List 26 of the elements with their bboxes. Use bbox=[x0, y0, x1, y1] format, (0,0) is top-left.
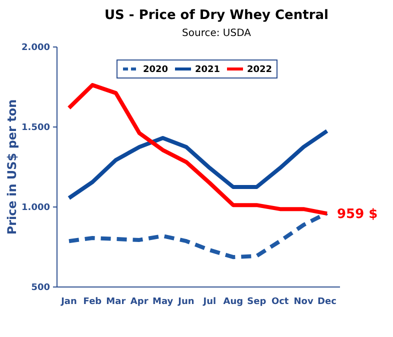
x-tick-label: Feb bbox=[83, 297, 102, 307]
x-tick-label: May bbox=[152, 297, 174, 307]
legend-label: 2021 bbox=[195, 65, 220, 76]
x-tick-label: Jan bbox=[60, 297, 77, 307]
x-tick-label: Nov bbox=[294, 297, 314, 307]
y-tick-label: 1.000 bbox=[22, 203, 50, 214]
y-tick-label: 2.000 bbox=[22, 43, 50, 54]
x-tick-label: Dec bbox=[318, 297, 336, 307]
legend-label: 2020 bbox=[143, 65, 168, 76]
x-tick-label: Jul bbox=[202, 297, 216, 307]
x-tick-label: Oct bbox=[271, 297, 290, 307]
x-tick-label: Aug bbox=[223, 297, 244, 307]
y-tick-label: 1.500 bbox=[22, 123, 50, 134]
x-tick-label: Mar bbox=[106, 297, 126, 307]
line-series bbox=[67, 129, 329, 200]
y-tick-label: 500 bbox=[31, 283, 50, 294]
line-series bbox=[67, 83, 329, 216]
x-tick-label: Jun bbox=[177, 297, 194, 307]
line-series bbox=[67, 211, 329, 260]
x-tick-label: Sep bbox=[247, 297, 267, 307]
annotation: 959 $ bbox=[337, 207, 378, 222]
x-tick-label: Apr bbox=[130, 297, 149, 307]
y-axis-title: Price in US$ per ton bbox=[5, 99, 19, 235]
chart-subtitle: Source: USDA bbox=[182, 28, 252, 39]
legend-label: 2022 bbox=[247, 65, 272, 76]
chart-title: US - Price of Dry Whey Central bbox=[104, 8, 329, 23]
